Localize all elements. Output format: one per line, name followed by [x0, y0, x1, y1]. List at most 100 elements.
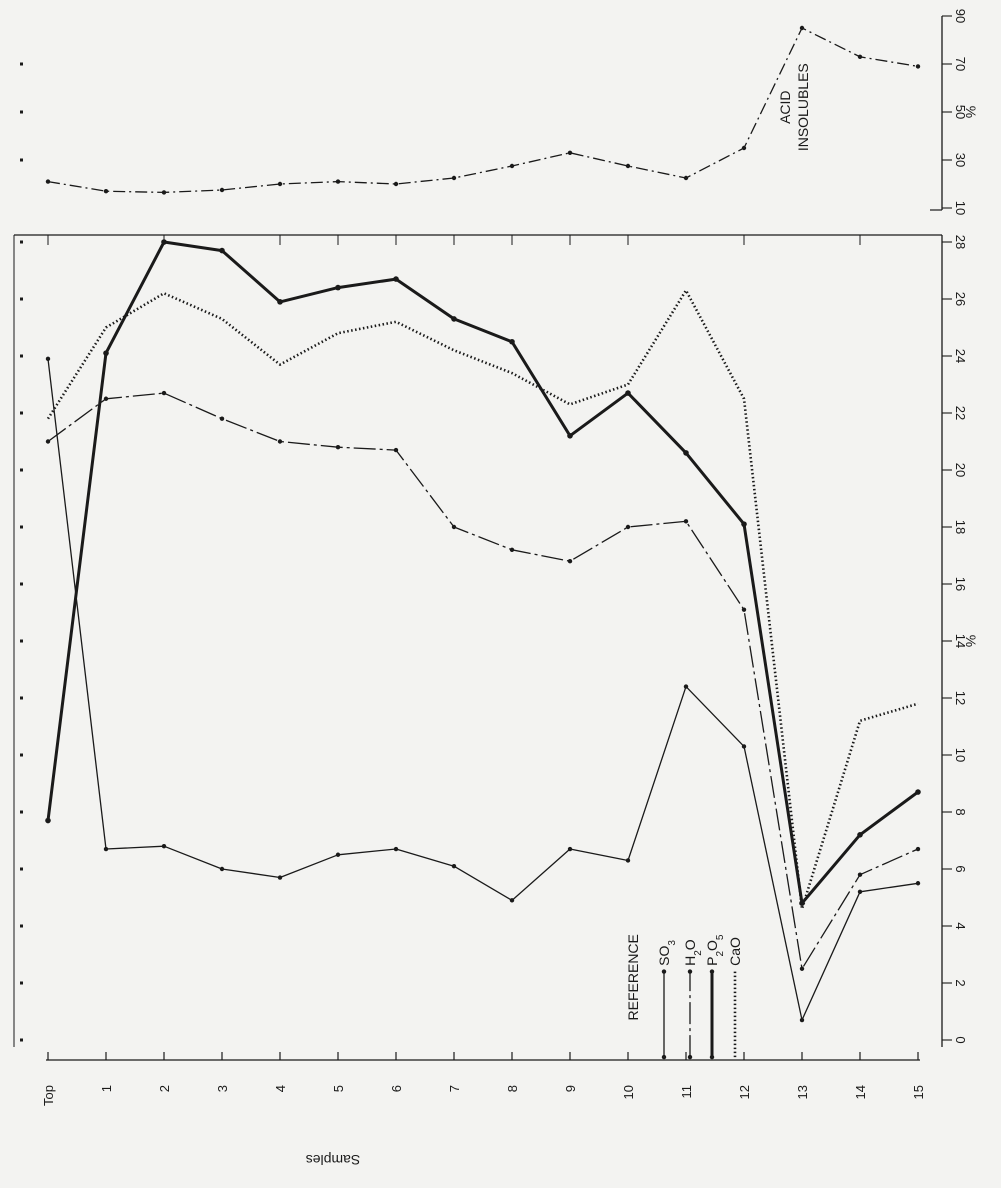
left-edge-tick-mark [20, 354, 23, 358]
value-tick-label: 12 [953, 691, 968, 705]
series-h2o-point [393, 447, 399, 453]
category-tick-label: 2 [157, 1085, 172, 1092]
series-p2o5-point [161, 239, 167, 245]
category-tick-label: 12 [737, 1085, 752, 1099]
legend-swatch-endpoint [687, 969, 693, 974]
acid-value-tick-label: 90 [953, 9, 968, 23]
series-h2o-point [45, 439, 51, 444]
series-p2o5-point [915, 789, 921, 795]
series-acid-insolubles-point [103, 189, 109, 194]
series-so3-point [509, 898, 515, 903]
series-h2o-point [567, 559, 573, 564]
series-so3-point [103, 846, 109, 852]
legend-swatch-endpoint [709, 969, 715, 974]
legend-label-so3: SO3 [656, 940, 678, 966]
acid-annotation-line1: ACID [777, 90, 793, 123]
acid-annotation-line2: INSOLUBLES [795, 63, 811, 151]
series-h2o-point [161, 390, 167, 396]
series-p2o5-point [335, 284, 341, 291]
category-axis-label: Samples [306, 1152, 360, 1168]
category-tick-label: 6 [389, 1085, 404, 1092]
value-tick-label: 24 [953, 349, 968, 363]
series-p2o5-point [857, 832, 863, 838]
series-acid-insolubles-point [219, 187, 225, 193]
series-h2o-point [741, 607, 747, 612]
series-acid-insolubles-point [799, 25, 805, 31]
category-tick-label: Top [41, 1085, 56, 1106]
left-edge-tick-mark [20, 696, 23, 700]
series-h2o-point [683, 519, 689, 524]
category-tick-label: 7 [447, 1085, 462, 1092]
series-acid-insolubles-point [509, 163, 515, 169]
series-p2o5-line [46, 240, 919, 905]
value-tick-label: 22 [953, 406, 968, 420]
acid-value-tick-label: 50 [953, 105, 968, 119]
series-acid-insolubles-point [161, 190, 167, 195]
legend-swatch-endpoint [687, 1054, 693, 1060]
series-h2o-line [47, 392, 919, 970]
series-so3-point [393, 846, 399, 852]
value-tick-label: 26 [953, 292, 968, 306]
value-tick-label: 0 [953, 1036, 968, 1043]
series-so3-line [47, 358, 919, 1021]
series-h2o-point [451, 524, 457, 530]
left-edge-tick-mark [20, 1038, 23, 1042]
legend-swatch-endpoint [661, 969, 667, 974]
series-p2o5-point [103, 350, 109, 356]
series-acid-insolubles-point [393, 181, 399, 187]
acid-left-edge-tick-mark [20, 62, 23, 66]
left-edge-tick-mark [20, 297, 23, 301]
value-tick-label: 28 [953, 235, 968, 249]
series-p2o5-point [451, 316, 457, 322]
legend-label-cao: CaO [727, 937, 743, 966]
series-acid-insolubles-point [857, 54, 863, 59]
series-p2o5-point [625, 390, 631, 396]
category-tick-label: 14 [853, 1085, 868, 1099]
series-p2o5-point [219, 247, 225, 254]
series-acid-insolubles-point [683, 175, 689, 181]
category-tick-label: 5 [331, 1085, 346, 1092]
value-tick-label: 16 [953, 577, 968, 591]
series-h2o-point [103, 396, 109, 401]
left-edge-tick-mark [20, 582, 23, 586]
legend-swatch-endpoint [661, 1054, 667, 1060]
series-h2o-point [219, 416, 225, 421]
value-axis-label: % [963, 635, 979, 647]
left-edge-tick-mark [20, 810, 23, 814]
category-tick-label: 1 [99, 1085, 114, 1092]
category-tick-label: 11 [679, 1085, 694, 1099]
series-so3-point [799, 1017, 805, 1023]
acid-value-tick-label: 70 [953, 57, 968, 71]
left-edge-tick-mark [20, 240, 23, 244]
acid-value-tick-label: 10 [953, 201, 968, 215]
series-so3-point [161, 844, 167, 849]
series-acid-insolubles-point [625, 163, 631, 169]
value-tick-label: 4 [953, 922, 968, 929]
legend-label-p2o5: P2O5 [704, 934, 726, 966]
series-so3-point [625, 858, 631, 863]
series-p2o5-point [45, 817, 51, 824]
value-tick-label: 10 [953, 748, 968, 762]
series-so3-point [277, 875, 283, 880]
series-acid-insolubles-point [45, 179, 51, 184]
legend-title: REFERENCE [625, 934, 641, 1020]
series-h2o-point [857, 872, 863, 877]
series-h2o-point [509, 547, 515, 552]
left-edge-tick-mark [20, 753, 23, 757]
acid-value-tick-label: 30 [953, 153, 968, 167]
legend-label-h2o: H2O [682, 939, 704, 966]
left-edge-tick-mark [20, 468, 23, 472]
series-p2o5-point [683, 450, 689, 456]
series-so3-point [567, 846, 573, 852]
series-h2o-point [625, 524, 631, 530]
series-so3-point [45, 356, 51, 362]
series-so3-point [335, 852, 341, 857]
category-tick-label: 10 [621, 1085, 636, 1099]
series-so3-point [219, 866, 225, 872]
legend-swatch-endpoint [709, 1054, 715, 1060]
left-edge-tick-mark [20, 525, 23, 529]
series-h2o-point [799, 966, 805, 971]
series-acid-insolubles-point [335, 179, 341, 184]
